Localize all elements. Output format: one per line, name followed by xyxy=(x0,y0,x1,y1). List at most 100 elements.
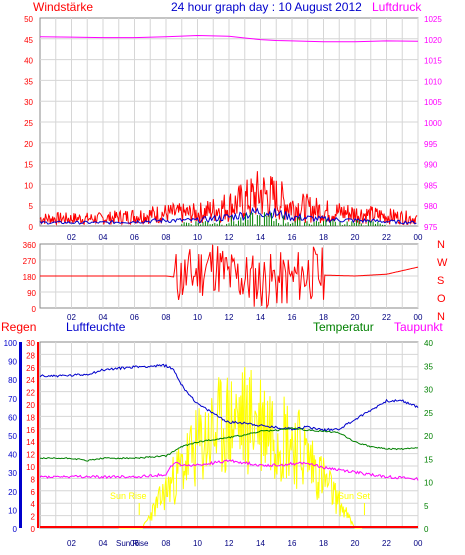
pressure-tick-label: 985 xyxy=(424,181,438,190)
pressure-tick-label: 1010 xyxy=(424,77,442,86)
pressure-tick-label: 1025 xyxy=(424,15,442,24)
x-tick-label: 08 xyxy=(162,233,171,242)
rain-tick-label: 70 xyxy=(8,395,17,404)
humidity-tick-label: 4 xyxy=(31,500,36,509)
wind-average-line xyxy=(39,207,417,225)
wind-pressure-panel: Windstärke 24 hour graph day : 10 August… xyxy=(24,0,442,242)
x-tick-label: 10 xyxy=(193,233,202,242)
humidity-tick-label: 18 xyxy=(26,413,35,422)
humidity-tick-label: 24 xyxy=(26,376,35,385)
compass-letter: N xyxy=(437,239,445,251)
x-tick-label: 02 xyxy=(67,539,76,548)
x-tick-label: 20 xyxy=(351,233,360,242)
humidity-temperature-series xyxy=(39,363,419,529)
x-tick-label: 12 xyxy=(225,313,234,322)
x-tick-label: 10 xyxy=(193,539,202,548)
pressure-line xyxy=(39,34,419,43)
x-tick-label: 00 xyxy=(414,539,423,548)
temperature-tick-label: 5 xyxy=(424,502,429,511)
direction-tick-label: 0 xyxy=(32,305,37,314)
x-tick-label: 10 xyxy=(193,313,202,322)
wind-direction-series xyxy=(40,244,419,310)
wind-speed-axis-label: Windstärke xyxy=(33,0,93,14)
wind-tick-label: 20 xyxy=(24,140,33,149)
x-tick-label: 20 xyxy=(351,313,360,322)
rain-tick-label: 80 xyxy=(8,376,17,385)
direction-tick-label: 90 xyxy=(27,289,36,298)
x-tick-label: 04 xyxy=(99,313,108,322)
humidity-tick-label: 12 xyxy=(26,451,35,460)
temperature-tick-label: 0 xyxy=(424,525,429,534)
temperature-axis-label: Temperatur xyxy=(313,320,374,334)
pressure-tick-label: 990 xyxy=(424,161,438,170)
x-tick-label: 16 xyxy=(288,233,297,242)
temperature-tick-label: 25 xyxy=(424,409,433,418)
humidity-temperature-panel: Regen Luftfeuchte Temperatur Taupunkt 10… xyxy=(1,320,443,548)
x-tick-label: 18 xyxy=(319,539,328,548)
x-tick-label: 16 xyxy=(288,539,297,548)
pressure-tick-label: 1020 xyxy=(424,36,442,45)
wind-tick-label: 10 xyxy=(24,181,33,190)
rain-tick-label: 50 xyxy=(8,432,17,441)
rain-tick-label: 30 xyxy=(8,469,17,478)
pressure-tick-label: 1000 xyxy=(424,119,442,128)
compass-letter: O xyxy=(437,293,446,305)
x-tick-label: 00 xyxy=(414,233,423,242)
pressure-tick-label: 1005 xyxy=(424,98,442,107)
temperature-tick-label: 20 xyxy=(424,432,433,441)
x-tick-label: 20 xyxy=(351,539,360,548)
pressure-tick-label: 995 xyxy=(424,140,438,149)
humidity-tick-label: 22 xyxy=(26,389,35,398)
x-axis-sun-rise-label: Sun Rise xyxy=(116,539,149,548)
temperature-tick-label: 40 xyxy=(424,339,433,348)
humidity-tick-label: 14 xyxy=(26,438,35,447)
wind-tick-label: 25 xyxy=(24,119,33,128)
temperature-tick-label: 10 xyxy=(424,479,433,488)
humidity-line xyxy=(39,363,419,432)
humidity-temperature-x-ticks: 02 04 06 08 10 12 14 16 18 20 22 00 xyxy=(67,539,423,548)
temperature-ticks: 40 35 30 25 20 15 10 5 0 xyxy=(424,339,433,534)
wind-pressure-grid xyxy=(40,18,419,226)
wind-direction-line xyxy=(40,244,419,310)
rain-tick-label: 10 xyxy=(8,506,17,515)
wind-tick-label: 35 xyxy=(24,77,33,86)
rain-tick-label: 100 xyxy=(4,339,18,348)
chart-title: 24 hour graph day : 10 August 2012 xyxy=(171,0,362,14)
pressure-tick-label: 980 xyxy=(424,202,438,211)
x-tick-label: 06 xyxy=(130,233,139,242)
x-tick-label: 06 xyxy=(130,313,139,322)
humidity-tick-label: 8 xyxy=(31,475,36,484)
x-tick-label: 14 xyxy=(256,313,265,322)
humidity-axis-bar xyxy=(37,342,39,528)
x-tick-label: 22 xyxy=(382,233,391,242)
humidity-tick-label: 28 xyxy=(26,351,35,360)
wind-tick-label: 0 xyxy=(29,223,34,232)
x-tick-label: 14 xyxy=(256,539,265,548)
wind-tick-label: 50 xyxy=(24,15,33,24)
compass-letter: N xyxy=(437,311,445,323)
direction-tick-label: 180 xyxy=(23,273,37,282)
direction-tick-label: 360 xyxy=(23,241,37,250)
x-tick-label: 22 xyxy=(382,313,391,322)
humidity-tick-label: 6 xyxy=(31,488,36,497)
temperature-tick-label: 35 xyxy=(424,362,433,371)
x-tick-label: 00 xyxy=(414,313,423,322)
x-tick-label: 02 xyxy=(67,233,76,242)
temperature-tick-label: 15 xyxy=(424,455,433,464)
humidity-tick-label: 20 xyxy=(26,401,35,410)
humidity-tick-label: 26 xyxy=(26,364,35,373)
rain-tick-label: 90 xyxy=(8,358,17,367)
x-tick-label: 02 xyxy=(67,313,76,322)
humidity-tick-label: 30 xyxy=(26,339,35,348)
humidity-tick-label: 2 xyxy=(31,513,36,522)
temperature-line xyxy=(40,427,419,462)
x-tick-label: 18 xyxy=(319,313,328,322)
pressure-tick-label: 975 xyxy=(424,223,438,232)
wind-tick-label: 45 xyxy=(24,36,33,45)
x-tick-label: 08 xyxy=(162,539,171,548)
wind-speed-line xyxy=(39,171,418,227)
